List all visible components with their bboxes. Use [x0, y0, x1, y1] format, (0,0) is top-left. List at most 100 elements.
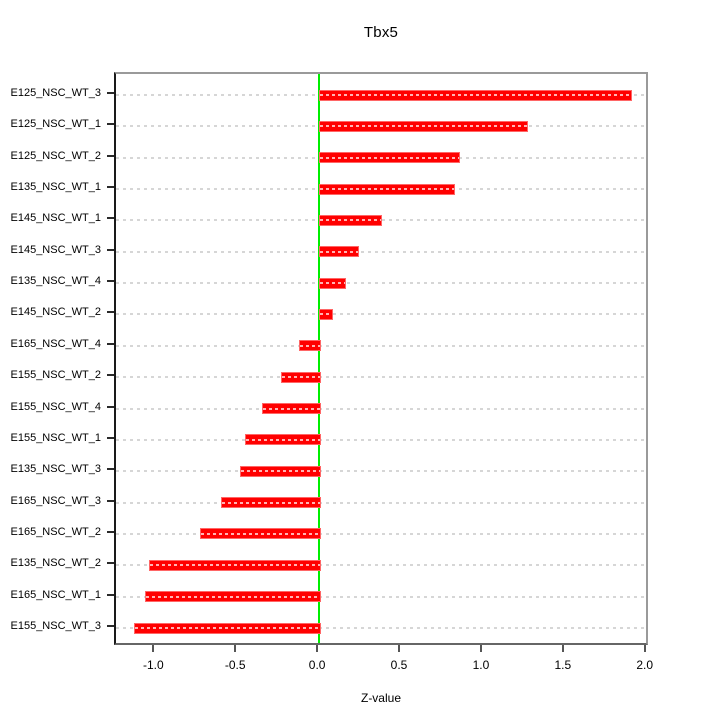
y-axis-tick — [107, 530, 114, 533]
y-axis-tick — [107, 405, 114, 408]
bar-dash-stripe — [320, 94, 632, 96]
bar — [319, 246, 359, 258]
y-tick-label: E135_NSC_WT_1 — [10, 181, 102, 194]
y-axis-tick — [107, 374, 114, 377]
x-axis-tick — [398, 645, 401, 652]
y-axis-tick — [107, 468, 114, 471]
gridline — [116, 595, 646, 598]
bar — [319, 120, 528, 132]
y-axis-tick — [107, 499, 114, 502]
x-axis-tick — [152, 645, 155, 652]
zero-reference-line — [318, 74, 321, 643]
y-tick-label: E125_NSC_WT_1 — [10, 118, 102, 131]
y-tick-label: E135_NSC_WT_4 — [10, 275, 102, 288]
bar — [319, 277, 346, 289]
gridline — [116, 282, 646, 285]
gridline — [116, 344, 646, 347]
bar — [245, 434, 322, 446]
y-axis-tick — [107, 280, 114, 283]
x-tick-label: -0.5 — [224, 658, 246, 672]
gridline — [116, 532, 646, 535]
gridline — [116, 376, 646, 379]
x-axis-tick — [643, 645, 646, 652]
bar-dash-stripe — [221, 501, 321, 504]
gridline — [116, 313, 646, 316]
bar — [148, 559, 322, 571]
y-tick-label: E155_NSC_WT_2 — [10, 369, 102, 382]
y-tick-label: E165_NSC_WT_3 — [10, 494, 102, 507]
y-axis-tick — [107, 311, 114, 314]
x-tick-label: -1.0 — [142, 658, 164, 672]
bar-dash-stripe — [320, 219, 381, 222]
bar — [319, 152, 461, 164]
gridline — [116, 438, 646, 441]
bar — [319, 183, 456, 195]
y-tick-label: E135_NSC_WT_3 — [10, 463, 102, 476]
y-axis-tick — [107, 342, 114, 345]
x-tick-label: 1.0 — [472, 658, 490, 672]
bar-dash-stripe — [262, 407, 321, 410]
x-axis-tick — [479, 645, 482, 652]
bar — [281, 371, 322, 383]
y-tick-label: E125_NSC_WT_2 — [10, 149, 102, 162]
bar — [145, 591, 322, 603]
x-tick-label: 1.5 — [554, 658, 572, 672]
y-axis-tick — [107, 217, 114, 220]
x-tick-label: 0.5 — [390, 658, 408, 672]
y-axis-tick — [107, 186, 114, 189]
x-axis-title: Z-value — [360, 691, 401, 705]
y-tick-label: E155_NSC_WT_4 — [10, 400, 102, 413]
bar-dash-stripe — [246, 438, 321, 441]
bar-dash-stripe — [320, 282, 345, 285]
bar-dash-stripe — [146, 595, 321, 598]
gridline — [116, 470, 646, 473]
y-axis-tick — [107, 248, 114, 251]
y-axis-tick — [107, 436, 114, 439]
bar — [240, 465, 322, 477]
gridline — [116, 564, 646, 567]
y-axis-tick — [107, 154, 114, 157]
y-axis-tick — [107, 562, 114, 565]
bar-dash-stripe — [320, 156, 460, 159]
y-tick-label: E145_NSC_WT_1 — [10, 212, 102, 225]
bar-dash-stripe — [282, 376, 321, 379]
y-tick-label: E135_NSC_WT_2 — [10, 557, 102, 570]
x-tick-label: 0.0 — [308, 658, 326, 672]
bar — [261, 403, 322, 415]
gridline — [116, 250, 646, 253]
bar — [220, 497, 322, 509]
bar — [299, 340, 322, 352]
y-tick-label: E125_NSC_WT_3 — [10, 87, 102, 99]
y-tick-label: E165_NSC_WT_4 — [10, 337, 102, 350]
bar — [134, 622, 322, 634]
bar-dash-stripe — [320, 188, 455, 191]
x-axis-tick — [234, 645, 237, 652]
y-tick-label: E145_NSC_WT_2 — [10, 306, 102, 319]
y-tick-label: E145_NSC_WT_3 — [10, 243, 102, 256]
x-axis-tick — [316, 645, 319, 652]
bar — [319, 308, 333, 320]
bar-dash-stripe — [320, 250, 358, 253]
bar-dash-stripe — [241, 470, 321, 473]
gridline — [116, 627, 646, 629]
bar-dash-stripe — [135, 627, 321, 629]
bar-dash-stripe — [300, 344, 321, 347]
chart-title: Tbx5 — [363, 24, 399, 41]
bar-dash-stripe — [320, 125, 527, 128]
y-tick-label: E165_NSC_WT_2 — [10, 525, 102, 538]
bar-dash-stripe — [200, 532, 321, 535]
plot-area — [114, 72, 648, 645]
gridline — [116, 501, 646, 504]
y-axis-tick — [107, 593, 114, 596]
bar — [319, 214, 382, 226]
y-axis-tick — [107, 123, 114, 126]
y-tick-label: E165_NSC_WT_1 — [10, 588, 102, 601]
bar-dash-stripe — [149, 564, 321, 567]
y-axis-tick — [107, 92, 114, 94]
y-tick-label: E155_NSC_WT_3 — [10, 620, 102, 632]
y-tick-label: E155_NSC_WT_1 — [10, 431, 102, 444]
bar — [199, 528, 322, 540]
x-tick-label: 2.0 — [636, 658, 654, 672]
x-axis-tick — [561, 645, 564, 652]
